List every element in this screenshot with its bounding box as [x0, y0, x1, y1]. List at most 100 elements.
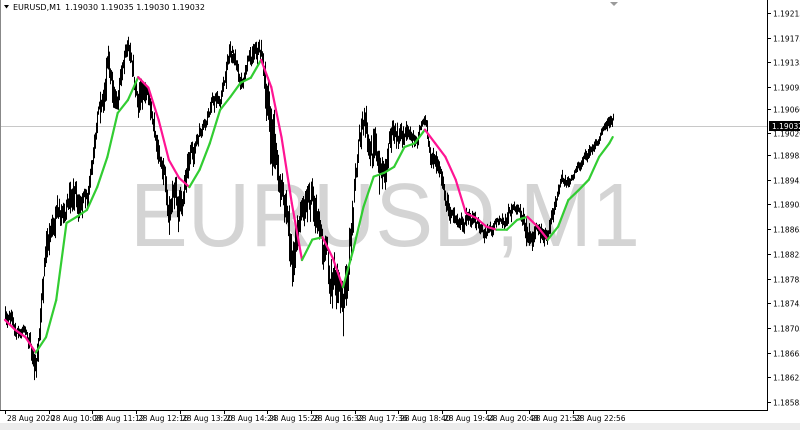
- moving-average-segment: [290, 202, 304, 262]
- moving-average-segment: [526, 215, 539, 228]
- price-tick-label: 1.18865: [773, 226, 800, 235]
- time-tick-label: 28 Aug 13:20: [182, 414, 233, 423]
- moving-average-segment: [24, 336, 37, 354]
- time-tick-label: 28 Aug 17:36: [357, 414, 408, 423]
- time-tick-label: 28 Aug 16:32: [313, 414, 364, 423]
- moving-average-segment: [341, 249, 355, 289]
- moving-average-segment: [321, 236, 334, 260]
- moving-average-segment: [434, 142, 447, 158]
- price-tick-label: 1.18665: [773, 350, 800, 359]
- price-tick-label: 1.19095: [773, 84, 800, 93]
- moving-average-segment: [116, 98, 130, 115]
- moving-average-segment: [188, 168, 201, 189]
- moving-average-segment: [587, 155, 601, 181]
- symbol-menu-triangle-icon[interactable]: [4, 5, 9, 9]
- time-tick-label: 28 Aug 11:12: [94, 414, 145, 423]
- current-price-value: 1.19032: [772, 122, 800, 131]
- moving-average-segment: [147, 86, 160, 121]
- price-tick-label: 1.18945: [773, 177, 800, 186]
- moving-average-segment: [567, 189, 580, 202]
- price-tick-label: 1.18905: [773, 201, 800, 210]
- moving-average-segment: [556, 199, 570, 228]
- moving-average-segment: [331, 257, 345, 289]
- moving-average-segment: [403, 142, 416, 149]
- moving-average-segment: [96, 155, 109, 189]
- moving-average-segment: [300, 238, 314, 262]
- time-tick-label: 28 Aug 10:08: [51, 414, 102, 423]
- moving-average-segment: [85, 186, 99, 212]
- moving-average-segment: [475, 216, 488, 228]
- moving-average-segment: [393, 145, 406, 168]
- current-price-label: 1.19032: [769, 121, 800, 132]
- price-tick-label: 1.18785: [773, 276, 800, 285]
- moving-average-segment: [454, 178, 467, 215]
- moving-average-segment: [208, 108, 222, 145]
- moving-average-segment: [126, 76, 140, 102]
- moving-average-segment: [372, 171, 386, 178]
- time-tick-label: 28 Aug 12:16: [138, 414, 189, 423]
- moving-average-segment: [536, 225, 549, 241]
- moving-average-segment: [362, 175, 375, 208]
- moving-average-segment: [423, 128, 437, 145]
- price-tick-label: 1.19135: [773, 59, 800, 68]
- moving-average-segment: [260, 58, 273, 89]
- moving-average-segment: [352, 205, 365, 252]
- time-tick-label: 28 Aug 22:56: [575, 414, 626, 423]
- moving-average-segment: [3, 318, 17, 331]
- price-bars: [5, 36, 614, 381]
- price-tick-label: 1.19020: [773, 130, 800, 139]
- moving-average-segment: [229, 81, 242, 99]
- bottom-strip: [0, 423, 800, 430]
- time-tick-label: 28 Aug 14:24: [226, 414, 277, 423]
- price-tick-label: 1.19215: [773, 10, 800, 19]
- price-tick-label: 1.18985: [773, 152, 800, 161]
- moving-average-segment: [382, 165, 396, 174]
- time-tick-label: 28 Aug 2020: [7, 414, 55, 423]
- moving-average-segment: [608, 136, 614, 145]
- price-tick-label: 1.19060: [773, 106, 800, 115]
- moving-average-segment: [157, 118, 170, 162]
- moving-average-segment: [505, 218, 519, 231]
- time-tick-label: 28 Aug 19:44: [444, 414, 495, 423]
- moving-average-segment: [464, 212, 478, 220]
- price-tick-label: 1.18585: [773, 399, 800, 408]
- price-tick-label: 1.18625: [773, 374, 800, 383]
- price-tick-label: 1.18705: [773, 325, 800, 334]
- moving-average-segment: [249, 58, 263, 79]
- moving-average-segment: [55, 221, 68, 302]
- moving-average-segment: [178, 176, 191, 189]
- moving-average-segment: [75, 208, 89, 218]
- moving-average-segment: [515, 215, 529, 221]
- moving-average-segment: [106, 111, 119, 158]
- chart-symbol: EURUSD,M1: [13, 3, 61, 12]
- moving-average-segment: [546, 225, 560, 241]
- moving-average-line: [3, 58, 614, 354]
- price-tick-label: 1.18825: [773, 251, 800, 260]
- time-tick-label: 28 Aug 20:48: [488, 414, 539, 423]
- moving-average-segment: [167, 158, 181, 179]
- moving-average-segment: [14, 328, 27, 339]
- time-tick-label: 28 Aug 15:28: [269, 414, 320, 423]
- moving-average-segment: [34, 336, 48, 354]
- time-tick-label: 28 Aug 21:52: [531, 414, 582, 423]
- moving-average-segment: [219, 95, 232, 112]
- moving-average-segment: [239, 76, 252, 84]
- moving-average-segment: [137, 76, 150, 89]
- moving-average-segment: [444, 155, 457, 181]
- current-price-box: [769, 121, 800, 132]
- price-axis[interactable]: 1.19215 1.19175 1.19135 1.19095 1.19060 1.190…: [767, 10, 800, 408]
- moving-average-segment: [311, 236, 324, 241]
- moving-average-segment: [65, 215, 78, 225]
- moving-average-segment: [413, 128, 426, 145]
- price-tick-label: 1.18745: [773, 300, 800, 309]
- time-tick-label: 28 Aug 18:40: [400, 414, 451, 423]
- chart-shift-marker-icon[interactable]: [610, 2, 618, 6]
- moving-average-segment: [198, 142, 211, 171]
- moving-average-segment: [485, 225, 498, 231]
- moving-average-segment: [280, 136, 293, 205]
- moving-average-segment: [44, 299, 58, 339]
- moving-average-segment: [577, 178, 590, 192]
- price-tick-label: 1.19175: [773, 35, 800, 44]
